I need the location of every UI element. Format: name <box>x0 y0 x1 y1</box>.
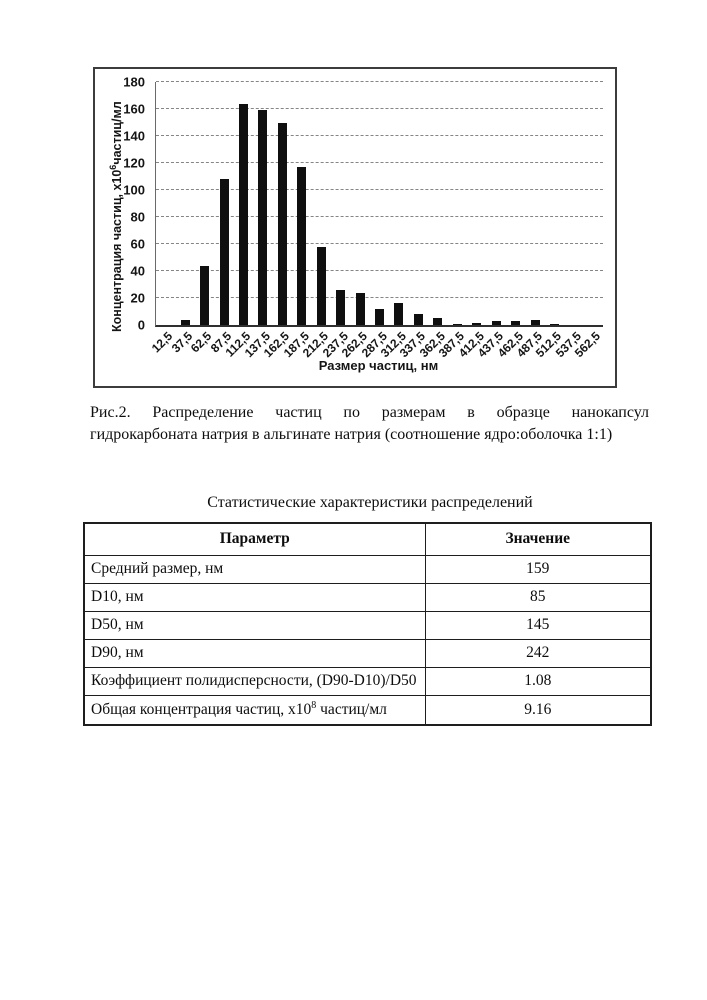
bar-312,5 <box>394 303 404 325</box>
bar-slot: 12,5 <box>149 82 175 355</box>
table-title: Статистические характеристики распределе… <box>207 494 533 511</box>
bar-slot: 312,5 <box>378 82 409 360</box>
bar-slot: 262,5 <box>339 82 370 360</box>
bar-337,5 <box>413 314 423 325</box>
bar-37,5 <box>180 319 190 325</box>
figure-caption-line2: гидрокарбоната натрия в альгинате натрия… <box>90 426 613 443</box>
bar-87,5 <box>219 179 229 325</box>
y-tick-label-40: 40 <box>130 263 145 279</box>
param-cell: Коэффициент полидисперсности, (D90-D10)/… <box>83 667 426 696</box>
gridline-40 <box>156 270 603 271</box>
bar-slot: 87,5 <box>208 82 234 355</box>
gridline-20 <box>156 297 603 298</box>
bar-387,5 <box>452 324 462 325</box>
bar-slot: 187,5 <box>281 82 312 360</box>
header-value: Значение <box>424 522 652 556</box>
plot-area: 12,5 37,5 62,5 87,5 112,5 137,5 162,5 187,5 212,… <box>149 81 603 360</box>
bar-slot: 562,5 <box>572 82 603 360</box>
bar-slot: 337,5 <box>397 82 428 360</box>
param-cell: D10, нм <box>83 583 426 612</box>
bar-212,5 <box>316 246 326 325</box>
bar-187,5 <box>297 167 307 325</box>
value-cell: 159 <box>424 555 652 584</box>
y-tick-label-120: 120 <box>123 155 145 171</box>
y-tick-label-0: 0 <box>137 317 145 333</box>
y-tick-label-160: 160 <box>123 101 145 117</box>
gridline-80 <box>156 216 603 217</box>
y-tick-label-100: 100 <box>123 182 145 198</box>
bar-412,5 <box>472 322 482 325</box>
param-text-suffix: частиц/мл <box>316 701 387 719</box>
gridline-180 <box>156 81 603 82</box>
bar-slot: 112,5 <box>223 82 253 360</box>
y-tick-label-60: 60 <box>130 236 145 252</box>
param-cell: Средний размер, нм <box>83 555 426 584</box>
param-superscript: 8 <box>311 700 317 711</box>
table-row-d10: D10, нм 85 <box>83 583 652 612</box>
y-tick-label-80: 80 <box>130 209 145 225</box>
table-row-d90: D90, нм 242 <box>83 639 652 668</box>
bar-slot: 212,5 <box>300 82 331 360</box>
bar-slot: 412,5 <box>455 82 487 360</box>
y-tick-label-140: 140 <box>123 128 145 144</box>
x-axis-title: Размер частиц, нм <box>318 358 439 373</box>
param-cell: D90, нм <box>83 639 426 668</box>
bar-287,5 <box>375 308 385 325</box>
y-tick-label-180: 180 <box>123 74 145 90</box>
bar-437,5 <box>491 320 501 325</box>
value-cell: 1.08 <box>424 667 652 696</box>
gridline-160 <box>156 108 603 109</box>
figure-caption: Рис.2. Распределение частиц по размерам … <box>90 402 649 446</box>
bar-462,5 <box>511 320 521 325</box>
bar-slot: 487,5 <box>514 82 545 360</box>
table-row-d50: D50, нм 145 <box>83 611 652 640</box>
bar-slot: 462,5 <box>494 82 525 360</box>
bar-slot: 512,5 <box>533 82 564 360</box>
gridline-140 <box>156 135 603 136</box>
bar-slot: 287,5 <box>358 82 389 360</box>
bar-slot: 137,5 <box>242 82 273 360</box>
table-row-mean-size: Средний размер, нм 159 <box>83 555 652 584</box>
bar-slot: 437,5 <box>475 82 506 360</box>
bar-slot: 237,5 <box>319 82 351 360</box>
bar-237,5 <box>336 289 346 325</box>
y-tick-label-20: 20 <box>130 290 145 306</box>
bar-slot: 37,5 <box>169 82 195 355</box>
value-cell: 85 <box>424 583 652 612</box>
gridline-60 <box>156 243 603 245</box>
header-parameter: Параметр <box>83 522 426 556</box>
figure-caption-line1: Рис.2. Распределение частиц по размерам … <box>90 404 649 421</box>
statistics-table: Параметр Значение Средний размер, нм 159… <box>83 522 652 727</box>
value-cell: 9.16 <box>424 695 652 726</box>
param-text-prefix: Общая концентрация частиц, х10 <box>91 701 312 719</box>
table-row-polydispersity: Коэффициент полидисперсности, (D90-D10)/… <box>83 667 652 696</box>
particle-size-distribution-chart: Концентрация частиц, х106частиц/мл 0 20 40… <box>93 67 617 388</box>
bar-slot: 162,5 <box>261 82 292 360</box>
bar-487,5 <box>530 319 540 325</box>
table-header-row: Параметр Значение <box>83 522 652 556</box>
gridline-100 <box>156 189 603 190</box>
bar-slot: 387,5 <box>436 82 467 360</box>
bar-362,5 <box>433 318 443 325</box>
bar-slot: 537,5 <box>553 82 584 360</box>
bar-slot: 62,5 <box>188 82 214 355</box>
value-cell: 242 <box>424 639 652 668</box>
table-row-total-concentration: Общая концентрация частиц, х108 частиц/м… <box>83 695 652 726</box>
bar-162,5 <box>277 122 287 325</box>
bar-62,5 <box>200 265 210 325</box>
param-cell: D50, нм <box>83 611 426 640</box>
param-cell: Общая концентрация частиц, х108 частиц/м… <box>83 695 426 726</box>
value-cell: 145 <box>424 611 652 640</box>
bars-container: 12,5 37,5 62,5 87,5 112,5 137,5 162,5 187,5 212,… <box>149 82 603 360</box>
bar-137,5 <box>258 110 268 325</box>
gridline-120 <box>156 162 603 164</box>
y-axis-ticks: 0 20 40 60 80 100 120 140 160 180 <box>95 76 150 332</box>
bar-512,5 <box>549 324 559 325</box>
bar-262,5 <box>355 292 365 325</box>
bar-112,5 <box>238 103 248 325</box>
bar-slot: 362,5 <box>417 82 448 360</box>
